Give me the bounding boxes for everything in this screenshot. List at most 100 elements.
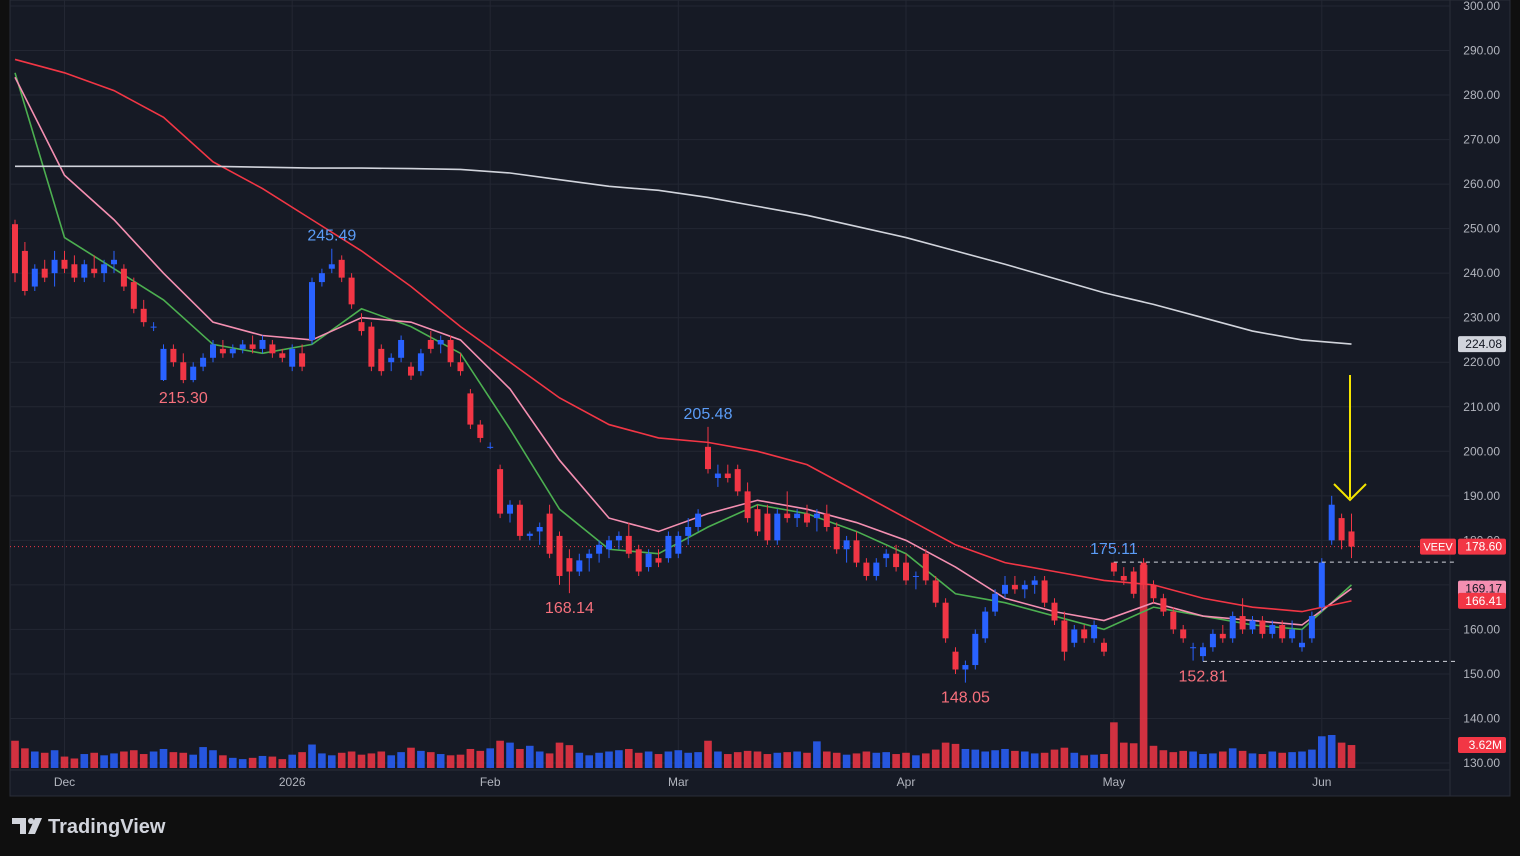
- candle-body: [962, 665, 969, 670]
- volume-bar: [1120, 742, 1128, 768]
- candle-body: [516, 504, 523, 536]
- candle-body: [160, 348, 167, 381]
- volume-bar: [110, 753, 118, 768]
- ma-price-label: 169.17: [1465, 582, 1502, 596]
- candle-body: [1318, 562, 1325, 608]
- volume-bar: [694, 752, 702, 768]
- candle-body: [932, 580, 939, 603]
- candle-body: [912, 575, 919, 577]
- volume-bar: [1268, 751, 1277, 768]
- candle-body: [358, 322, 365, 332]
- volume-bar: [684, 752, 692, 768]
- volume-bar: [367, 753, 376, 768]
- ma-line: [14, 76, 1352, 626]
- volume-bar: [605, 751, 613, 768]
- volume-bar: [516, 748, 524, 768]
- volume-bar: [1070, 752, 1079, 768]
- volume-bar: [446, 755, 455, 768]
- volume-bar: [31, 751, 39, 768]
- y-tick-label: 270.00: [1463, 133, 1500, 147]
- volume-bar: [199, 747, 207, 768]
- volume-bar: [1347, 745, 1356, 768]
- volume-bar: [1129, 743, 1138, 768]
- arrow-head: [1333, 483, 1367, 502]
- candle-body: [972, 633, 979, 666]
- volume-bar: [337, 752, 346, 768]
- candle-body: [546, 513, 553, 554]
- candle-body: [685, 526, 692, 536]
- candle-body: [705, 446, 711, 470]
- volume-bar: [704, 740, 712, 768]
- candle-body: [1289, 629, 1296, 639]
- y-tick-label: 250.00: [1463, 222, 1500, 236]
- chart-panel: [9, 0, 1511, 797]
- candle-body: [675, 535, 682, 554]
- candle-body: [1101, 642, 1107, 652]
- ma-line: [14, 72, 1353, 631]
- volume-bar: [773, 752, 782, 768]
- volume-bar: [506, 742, 514, 768]
- price-axis: 130.00140.00150.00160.00170.00180.00190.…: [54, 0, 1506, 789]
- brand-logo: [12, 818, 42, 834]
- volume-bar: [783, 752, 791, 768]
- x-tick-label: Jun: [1312, 775, 1331, 789]
- volume-bar: [595, 752, 603, 768]
- candle-body: [81, 264, 88, 278]
- ma-line: [14, 58, 1352, 613]
- candle-body: [497, 469, 504, 514]
- volume-bar: [50, 750, 59, 768]
- volume-bar: [229, 757, 237, 768]
- volume-bar: [179, 752, 188, 768]
- volume-bar: [328, 755, 336, 768]
- candle-body: [398, 339, 405, 358]
- volume: [11, 565, 1356, 768]
- candle-body: [427, 339, 434, 349]
- candle-body: [101, 264, 108, 274]
- volume-bar: [1179, 750, 1187, 768]
- volume-bar: [417, 750, 425, 768]
- volume-bar: [496, 740, 504, 768]
- candle-body: [1110, 562, 1117, 572]
- candle-body: [903, 562, 909, 581]
- volume-bar: [1288, 752, 1296, 768]
- volume-bar: [961, 748, 970, 768]
- ma-price-label: 224.08: [1465, 337, 1502, 351]
- volume-bar: [872, 752, 881, 768]
- volume-bar: [545, 753, 554, 768]
- volume-bar: [743, 750, 752, 768]
- volume-bar: [931, 749, 940, 768]
- candle-body: [665, 535, 672, 559]
- volume-bar: [1199, 754, 1207, 768]
- volume-bar: [100, 755, 108, 768]
- ma-price-label-bg: [1458, 580, 1506, 597]
- candle-body: [318, 273, 325, 283]
- volume-bar: [298, 752, 306, 768]
- volume-bar: [80, 754, 89, 768]
- candle-body: [12, 224, 18, 274]
- candle-body: [1160, 598, 1167, 612]
- x-tick-label: Feb: [480, 775, 501, 789]
- candle-body: [1269, 624, 1276, 634]
- candle-body: [853, 540, 860, 563]
- volume-bar: [1100, 754, 1108, 768]
- volume-bar: [1169, 752, 1178, 768]
- volume-bar: [1139, 565, 1148, 768]
- volume-bar: [1021, 751, 1029, 768]
- x-tick-label: 2026: [279, 775, 306, 789]
- candle-body: [645, 553, 652, 568]
- candle-body: [942, 602, 949, 639]
- candle-body: [1150, 584, 1157, 599]
- brand-name: TradingView: [48, 816, 166, 838]
- volume-bar: [436, 754, 445, 768]
- moving-averages: [14, 58, 1353, 631]
- volume-bar: [1337, 742, 1346, 768]
- candle-body: [1091, 624, 1098, 639]
- candle-body: [111, 259, 117, 265]
- volume-bar: [1090, 754, 1098, 768]
- candle-body: [1081, 629, 1088, 639]
- volume-bar: [813, 741, 821, 768]
- volume-bar: [585, 755, 593, 768]
- y-tick-label: 290.00: [1463, 44, 1500, 58]
